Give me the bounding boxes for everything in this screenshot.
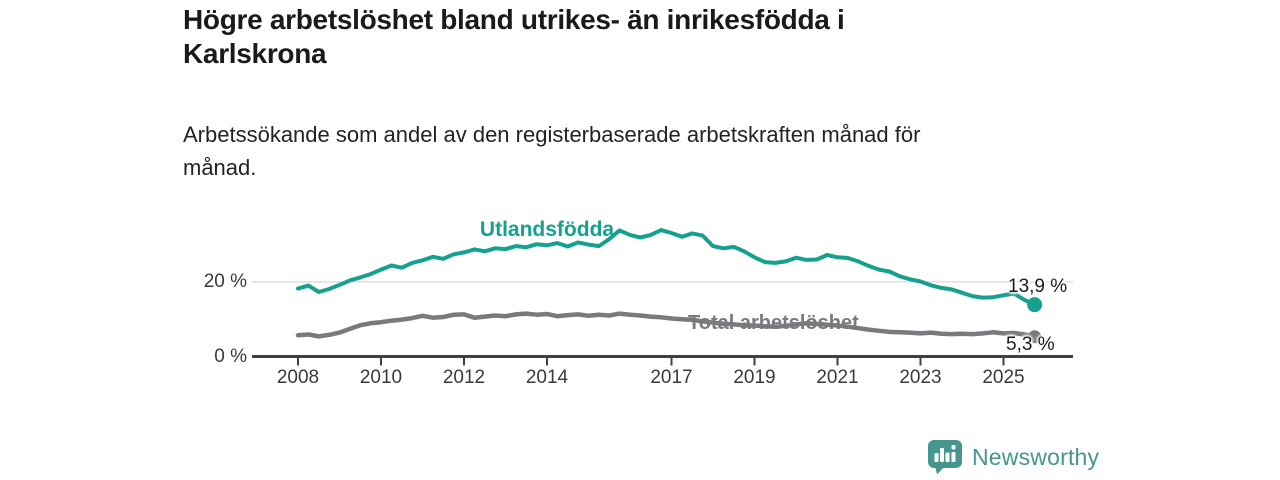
x-tick-label: 2019: [733, 367, 776, 388]
end-value-label-total: 5,3 %: [1006, 334, 1055, 355]
series-end-dot-1: [1028, 330, 1042, 344]
page-title: Högre arbetslöshet bland utrikes- än inr…: [183, 4, 845, 69]
x-tick-label: 2008: [276, 367, 320, 388]
chart-subtitle: Arbetssökande som andel av den registerb…: [183, 122, 921, 180]
newsworthy-wordmark: Newsworthy: [972, 444, 1100, 470]
end-value-label-utlandsfodda: 13,9 %: [1008, 276, 1068, 297]
series-line-1: [295, 311, 1037, 339]
x-tick-label: 2010: [359, 367, 403, 388]
x-tick-label: 2017: [650, 367, 693, 388]
x-tick-label: 2012: [442, 367, 486, 388]
newsworthy-logo: Newsworthy: [928, 440, 1099, 475]
x-tick-label: 2025: [982, 367, 1025, 388]
y-tick-label: 0 %: [214, 345, 247, 367]
series-label-total-arbetsloshet: Total arbetslöshet: [688, 312, 859, 334]
x-tick-label: 2023: [899, 367, 942, 388]
y-tick-label: 20 %: [203, 270, 247, 292]
series-end-dot-0: [1027, 297, 1043, 313]
x-tick-label: 2021: [816, 367, 859, 388]
series-label-utlandsfodda: Utlandsfödda: [479, 218, 615, 241]
bar-chart-speech-bubble-icon: [928, 440, 962, 475]
x-tick-label: 2014: [525, 367, 569, 388]
series-line-0: [296, 228, 1037, 307]
